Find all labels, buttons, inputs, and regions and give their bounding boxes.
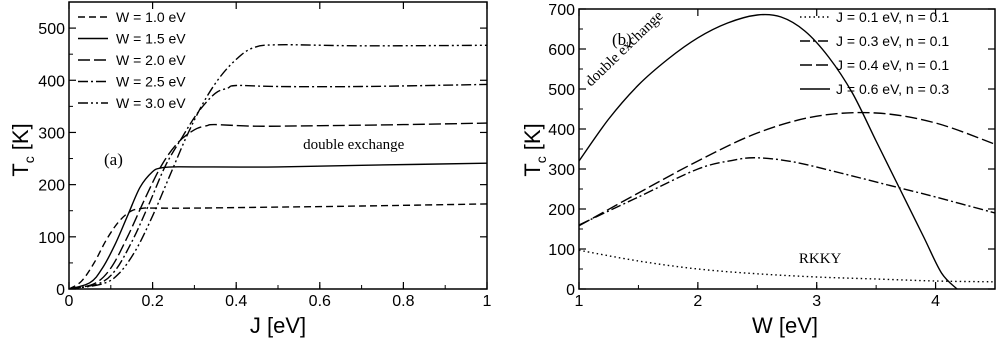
panel-b-series <box>579 13 995 289</box>
legend-entry-label: W = 1.0 eV <box>116 9 186 25</box>
y-tick-label: 500 <box>38 21 65 38</box>
series-line-2 <box>579 157 995 226</box>
y-tick-label: 400 <box>38 73 65 90</box>
y-tick-label: 300 <box>548 162 575 179</box>
panel-a-legend: W = 1.0 eV W = 1.5 eV W = 2.0 eV W = 2.5 eV… <box>78 9 186 111</box>
panel-a-x-axis-label: J [eV] <box>250 313 306 338</box>
annotation-label: double exchange <box>583 8 667 90</box>
panel-b-y-axis-label: Tc [K] <box>520 123 549 176</box>
annotation-label: double exchange <box>303 137 405 153</box>
legend-entry-label: W = 3.0 eV <box>116 95 186 111</box>
panel-b-y-label-unit: [K] <box>520 123 545 150</box>
y-tick-label: 0 <box>566 282 575 299</box>
legend-entry-label: J = 0.4 eV, n = 0.1 <box>836 57 949 73</box>
series-line-3 <box>579 111 995 227</box>
y-tick-label: 0 <box>56 282 65 299</box>
panel-b-legend: J = 0.1 eV, n = 0.1 J = 0.3 eV, n = 0.1 J … <box>800 9 949 97</box>
x-tick-label: 2 <box>693 293 702 310</box>
y-tick-label: 200 <box>38 178 65 195</box>
panel-b-y-label-sub: c <box>533 156 549 163</box>
panel-a-y-label-sub: c <box>21 156 37 163</box>
panel-b-ticks: 1 2 3 4 0 100 200 300 400 500 600 700 <box>548 2 996 310</box>
x-tick-label: 4 <box>931 293 940 310</box>
panel-a-ticks: 0 0.2 0.4 0.6 0.8 1 0 100 200 300 400 500 <box>38 2 492 310</box>
x-tick-label: 1 <box>483 293 492 310</box>
series-line-3 <box>69 122 487 289</box>
panel-b-annotations: double exchange RKKY <box>583 8 842 267</box>
panel-b-plot-frame <box>578 8 996 290</box>
y-tick-label: 100 <box>548 242 575 259</box>
legend-entry-label: W = 2.5 eV <box>116 74 186 90</box>
x-tick-label: 0.8 <box>392 293 414 310</box>
legend-entry-label: J = 0.6 eV, n = 0.3 <box>836 81 949 97</box>
legend-entry-label: J = 0.1 eV, n = 0.1 <box>836 9 949 25</box>
panel-a-y-axis-label: Tc [K] <box>8 123 37 176</box>
series-line-4 <box>69 83 487 289</box>
series-line-1 <box>69 203 487 289</box>
panel-a-series <box>69 44 487 289</box>
series-line-5 <box>69 44 487 289</box>
series-line-2 <box>69 162 487 289</box>
x-tick-label: 0.4 <box>225 293 247 310</box>
x-tick-label: 1 <box>575 293 584 310</box>
y-tick-label: 300 <box>38 125 65 142</box>
x-tick-label: 3 <box>812 293 821 310</box>
panel-a-y-label-main: T <box>8 163 33 176</box>
panel-a-y-label-unit: [K] <box>8 123 33 150</box>
y-tick-label: 400 <box>548 122 575 139</box>
legend-entry-label: W = 1.5 eV <box>116 31 186 47</box>
legend-entry-label: J = 0.3 eV, n = 0.1 <box>836 33 949 49</box>
y-tick-label: 600 <box>548 42 575 59</box>
panel-a-label: (a) <box>104 150 123 169</box>
y-tick-label: 700 <box>548 2 575 19</box>
y-tick-label: 500 <box>548 82 575 99</box>
panel-b-x-axis-label: W [eV] <box>752 313 818 338</box>
series-line-4 <box>579 13 958 289</box>
x-tick-label: 0.2 <box>141 293 163 310</box>
x-tick-label: 0 <box>65 293 74 310</box>
panel-a: 0 0.2 0.4 0.6 0.8 1 0 100 200 300 400 500 J [eV] Tc… <box>8 1 492 338</box>
panel-b-label: (b) <box>612 30 632 49</box>
y-tick-label: 100 <box>38 230 65 247</box>
x-tick-label: 0.6 <box>309 293 331 310</box>
panel-b-y-label-main: T <box>520 163 545 176</box>
annotation-label: RKKY <box>799 251 842 267</box>
y-tick-label: 200 <box>548 202 575 219</box>
panel-a-annotations: double exchange <box>303 137 405 153</box>
legend-entry-label: W = 2.0 eV <box>116 52 186 68</box>
